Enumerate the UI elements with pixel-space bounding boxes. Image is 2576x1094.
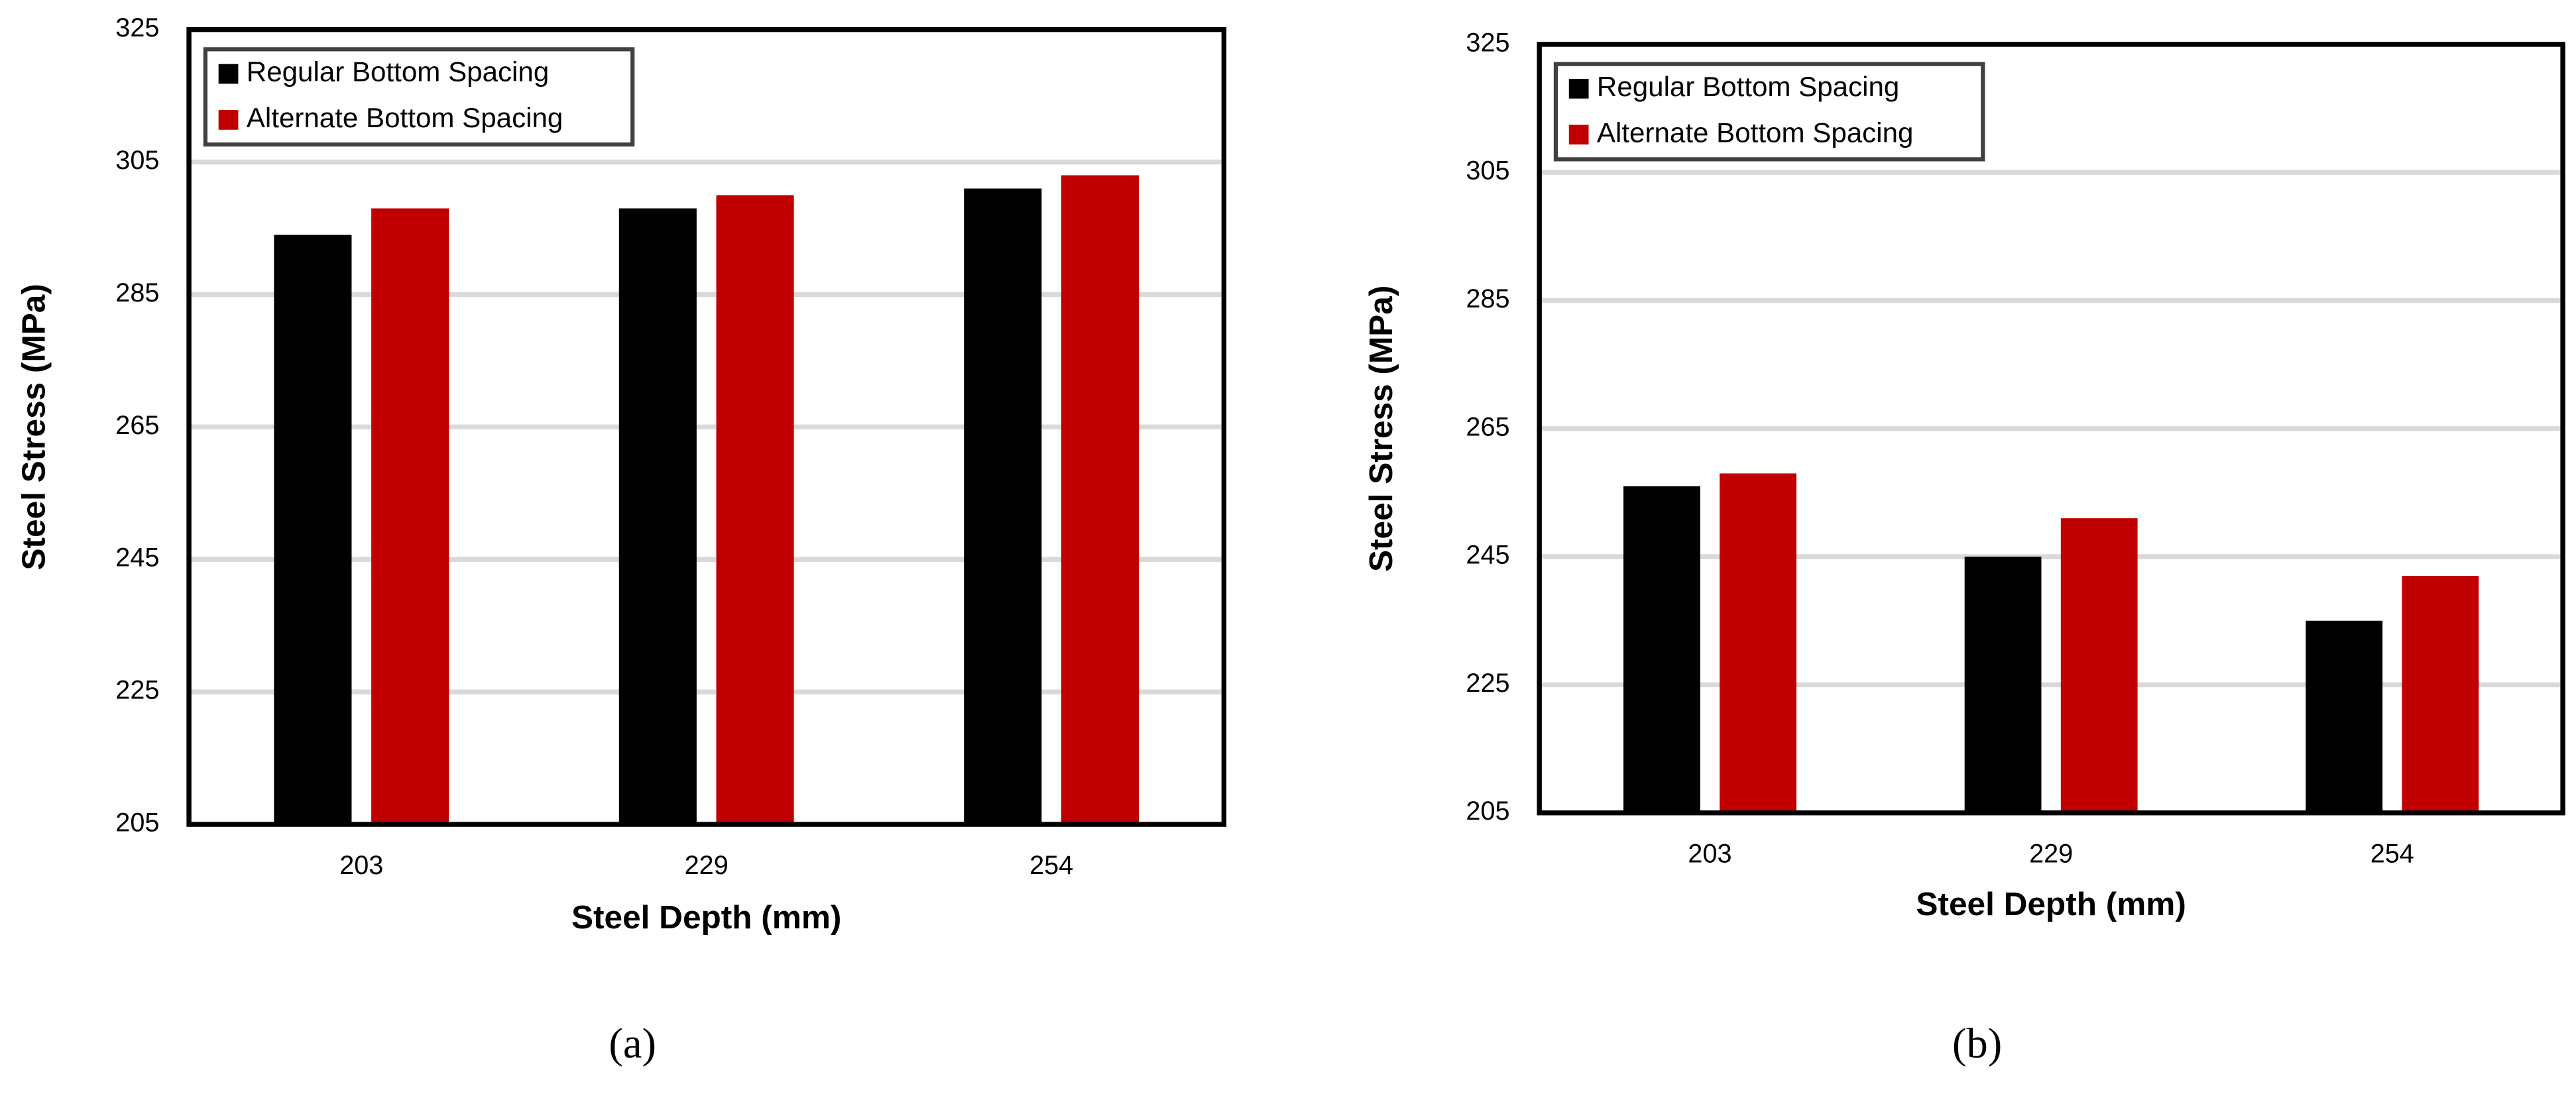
plot-frame bbox=[186, 27, 1227, 827]
bar bbox=[964, 188, 1042, 825]
y-tick-label: 205 bbox=[1466, 796, 1509, 826]
panel-label: (a) bbox=[609, 1020, 656, 1067]
y-tick-label: 305 bbox=[1466, 156, 1509, 186]
legend-swatch bbox=[218, 64, 239, 84]
y-tick-label: 225 bbox=[1466, 669, 1509, 698]
y-axis-title: Steel Stress (MPa) bbox=[1362, 286, 1399, 572]
bar bbox=[371, 208, 449, 825]
bar bbox=[1964, 557, 2042, 813]
x-tick-label: 203 bbox=[1688, 840, 1731, 869]
legend-swatch bbox=[1568, 125, 1589, 145]
legend-label: Alternate Bottom Spacing bbox=[247, 102, 563, 133]
x-tick-label: 203 bbox=[339, 851, 383, 880]
x-axis-title: Steel Depth (mm) bbox=[571, 899, 841, 936]
bar bbox=[716, 195, 794, 825]
legend-swatch bbox=[218, 110, 239, 130]
legend-box bbox=[1553, 62, 1985, 162]
bar bbox=[1720, 473, 1796, 813]
bar bbox=[1623, 486, 1700, 813]
y-tick-label: 265 bbox=[1466, 412, 1509, 441]
x-tick-label: 254 bbox=[2371, 840, 2414, 869]
x-tick-label: 229 bbox=[685, 851, 729, 880]
panel-label: (b) bbox=[1952, 1020, 2002, 1067]
bar bbox=[2060, 518, 2138, 813]
x-tick-label: 229 bbox=[2029, 840, 2073, 869]
bar bbox=[274, 235, 352, 825]
y-tick-label: 205 bbox=[115, 808, 159, 838]
chart-panel: 205 225 245 265 285 305 325 203 229 254 Regular Bo… bbox=[1362, 28, 2565, 1067]
x-tick-label: 254 bbox=[1029, 851, 1073, 880]
bar bbox=[1061, 175, 1140, 825]
y-tick-label: 225 bbox=[115, 676, 159, 705]
bar bbox=[2402, 576, 2479, 813]
bar bbox=[618, 208, 697, 825]
legend-label: Regular Bottom Spacing bbox=[1597, 71, 1899, 102]
y-tick-label: 325 bbox=[115, 13, 159, 42]
legend-box bbox=[203, 47, 635, 147]
chart-panel: 205 225 245 265 285 305 325 203 229 254 Regular Bo… bbox=[15, 13, 1227, 1067]
y-tick-label: 265 bbox=[115, 411, 159, 440]
y-tick-label: 285 bbox=[115, 278, 159, 307]
bar bbox=[2306, 620, 2383, 813]
y-tick-label: 245 bbox=[1466, 541, 1509, 570]
y-axis-title: Steel Stress (MPa) bbox=[15, 284, 52, 570]
y-tick-label: 245 bbox=[115, 543, 159, 573]
y-tick-label: 285 bbox=[1466, 284, 1509, 313]
plot-frame bbox=[1537, 42, 2565, 816]
y-tick-label: 325 bbox=[1466, 28, 1509, 57]
legend-label: Regular Bottom Spacing bbox=[247, 56, 549, 87]
x-axis-title: Steel Depth (mm) bbox=[1916, 885, 2186, 922]
legend-swatch bbox=[1568, 78, 1589, 99]
legend-label: Alternate Bottom Spacing bbox=[1597, 117, 1914, 148]
y-tick-label: 305 bbox=[115, 146, 159, 175]
